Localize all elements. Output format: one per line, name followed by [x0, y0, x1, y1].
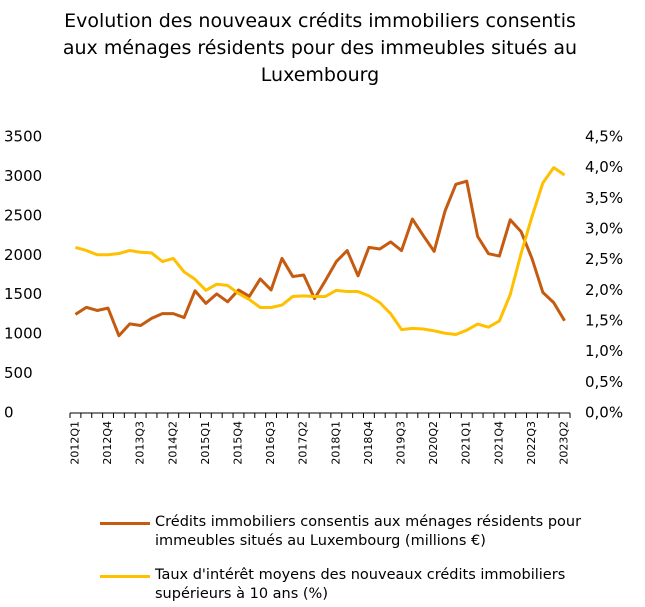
x-tick-label: 2012Q1 — [68, 421, 81, 465]
y2-tick-label: 3,0% — [585, 220, 623, 238]
y-tick-label: 0 — [4, 404, 14, 422]
legend-label: Crédits immobiliers consentis aux ménage… — [155, 514, 582, 549]
x-tick-label: 2023Q2 — [558, 421, 571, 465]
chart-title: Evolution des nouveaux crédits immobilie… — [62, 10, 578, 86]
x-tick-label: 2021Q4 — [492, 421, 505, 465]
y-tick-label: 3500 — [4, 128, 42, 146]
x-tick-label: 2014Q2 — [166, 421, 179, 465]
legend-swatch — [100, 522, 150, 525]
x-tick-label: 2015Q4 — [231, 421, 244, 465]
y2-tick-label: 1,5% — [585, 312, 623, 330]
x-tick-label: 2013Q3 — [134, 421, 147, 465]
chart: 0 500 1000 1500 2000 2500 3000 3500 0,0% 0,5% 1,0%… — [4, 128, 623, 465]
y-tick-label: 500 — [4, 364, 33, 382]
x-tick-label: 2021Q1 — [460, 421, 473, 465]
series-line — [75, 166, 566, 336]
y2-tick-label: 0,5% — [585, 373, 623, 391]
legend-label: Taux d'intérêt moyens des nouveaux crédi… — [155, 567, 566, 602]
legend-item: Taux d'intérêt moyens des nouveaux crédi… — [100, 566, 600, 604]
y-tick-label: 1500 — [4, 285, 42, 303]
y2-tick-label: 3,5% — [585, 189, 623, 207]
y-tick-label: 3000 — [4, 167, 42, 185]
series-line — [74, 179, 566, 338]
x-tick-label: 2018Q1 — [329, 421, 342, 465]
x-tick-label: 2015Q1 — [199, 421, 212, 465]
y2-tick-label: 2,5% — [585, 250, 623, 268]
x-tick-label: 2018Q4 — [362, 421, 375, 465]
y2-tick-label: 4,0% — [585, 158, 623, 176]
y2-tick-label: 1,0% — [585, 342, 623, 360]
legend-swatch — [100, 575, 150, 578]
y-tick-label: 1000 — [4, 325, 42, 343]
y-tick-label: 2500 — [4, 206, 42, 224]
legend-item: Crédits immobiliers consentis aux ménage… — [100, 513, 600, 551]
y2-tick-label: 4,5% — [585, 128, 623, 146]
x-tick-label: 2012Q4 — [101, 421, 114, 465]
x-tick-label: 2016Q3 — [264, 421, 277, 465]
x-tick-label: 2020Q2 — [427, 421, 440, 465]
x-tick-label: 2022Q3 — [525, 421, 538, 465]
y-tick-label: 2000 — [4, 246, 42, 264]
y2-tick-label: 2,0% — [585, 281, 623, 299]
x-tick-label: 2017Q2 — [297, 421, 310, 465]
y2-tick-label: 0,0% — [585, 404, 623, 422]
x-tick-label: 2019Q3 — [395, 421, 408, 465]
